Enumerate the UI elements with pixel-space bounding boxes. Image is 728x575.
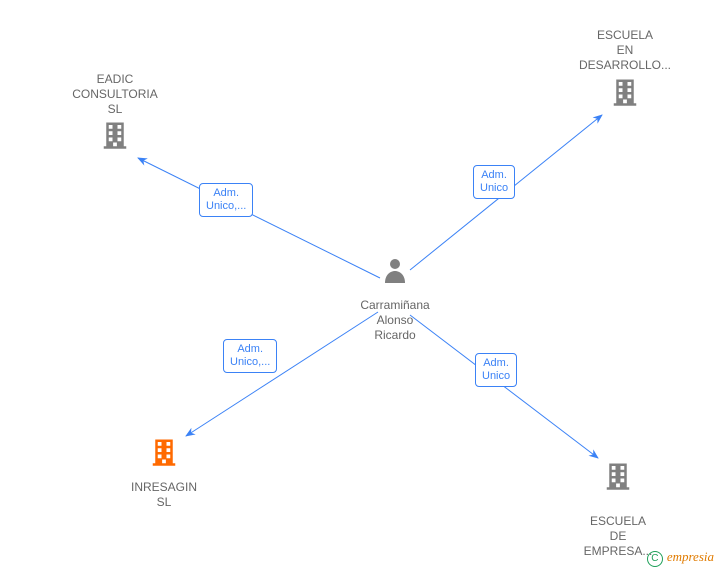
company-label-eadic: EADIC CONSULTORIA SL <box>55 72 175 117</box>
watermark: Cempresia <box>647 549 714 567</box>
company-node-inresagin[interactable] <box>149 437 179 472</box>
company-node-eadic[interactable] <box>100 120 130 155</box>
center-node-label: Carramiñana Alonso Ricardo <box>335 298 455 343</box>
edge-label: Adm. Unico,... <box>223 339 277 373</box>
company-node-escuela_empresa[interactable] <box>603 461 633 496</box>
company-node-escuela_desarrollo[interactable] <box>610 77 640 112</box>
company-label-inresagin: INRESAGIN SL <box>104 480 224 510</box>
edge-label: Adm. Unico <box>475 353 517 387</box>
watermark-text: empresia <box>667 549 714 564</box>
person-glyph <box>383 257 407 283</box>
edge-line <box>138 158 380 278</box>
copyright-icon: C <box>647 551 663 567</box>
edge-label: Adm. Unico,... <box>199 183 253 217</box>
building-icon <box>100 120 130 150</box>
company-label-escuela_desarrollo: ESCUELA EN DESARROLLO... <box>565 28 685 73</box>
building-icon <box>610 77 640 107</box>
building-icon <box>149 437 179 467</box>
person-icon <box>383 257 407 288</box>
building-icon <box>603 461 633 491</box>
edge-label: Adm. Unico <box>473 165 515 199</box>
